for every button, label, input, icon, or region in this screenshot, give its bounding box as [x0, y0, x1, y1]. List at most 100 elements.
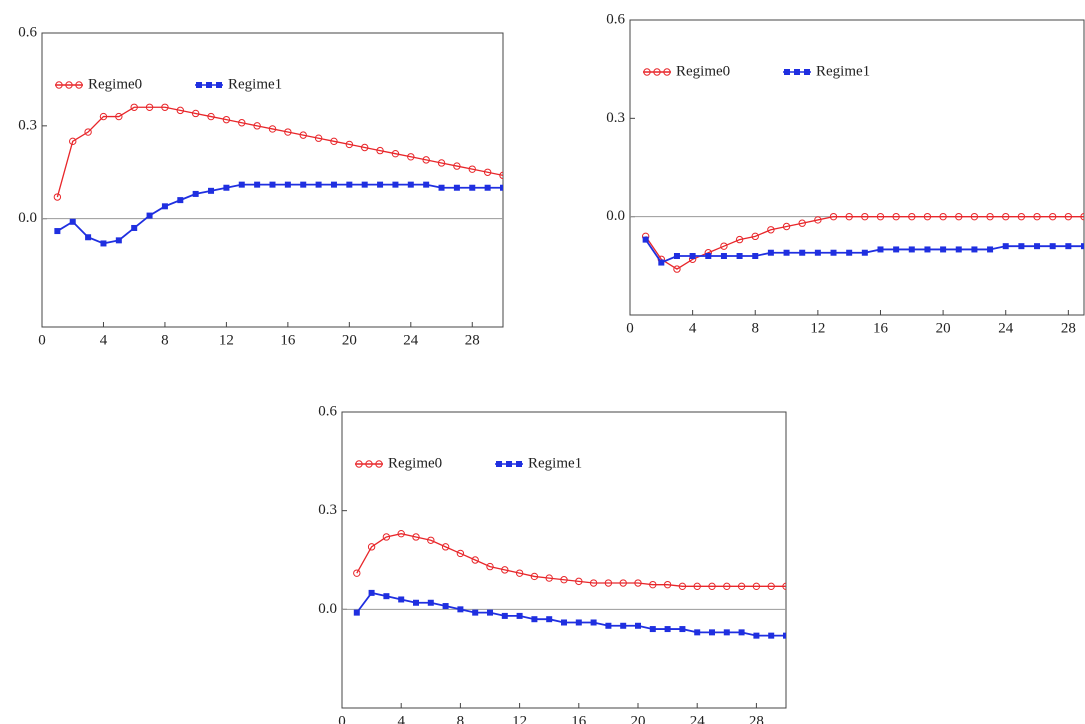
marker: [439, 185, 445, 191]
marker: [546, 616, 552, 622]
marker: [100, 240, 106, 246]
chart: 0.00.30.60481216202428Regime0Regime1: [318, 403, 789, 724]
x-tick-label: 20: [342, 332, 357, 348]
legend-marker: [506, 461, 512, 467]
marker: [454, 185, 460, 191]
marker: [398, 596, 404, 602]
marker: [457, 606, 463, 612]
x-tick-label: 4: [397, 713, 405, 724]
figure: 0.00.30.60481216202428Regime0Regime10.00…: [0, 0, 1085, 724]
series-line: [57, 107, 503, 197]
x-tick-label: 12: [512, 713, 527, 724]
plot-area: [354, 530, 790, 638]
marker: [285, 182, 291, 188]
marker: [362, 182, 368, 188]
x-tick-label: 20: [631, 713, 646, 724]
marker: [576, 619, 582, 625]
marker: [768, 250, 774, 256]
marker: [658, 260, 664, 266]
marker: [413, 600, 419, 606]
legend-marker: [784, 69, 790, 75]
marker: [131, 225, 137, 231]
legend-label: Regime0: [676, 63, 730, 79]
marker: [846, 250, 852, 256]
marker: [1018, 243, 1024, 249]
marker: [940, 246, 946, 252]
marker: [177, 197, 183, 203]
marker: [753, 633, 759, 639]
marker: [354, 610, 360, 616]
legend-marker: [196, 82, 202, 88]
marker: [705, 253, 711, 259]
y-tick-label: 0.3: [18, 117, 37, 133]
marker: [752, 253, 758, 259]
marker: [70, 219, 76, 225]
x-tick-label: 16: [280, 332, 296, 348]
marker: [54, 228, 60, 234]
marker: [674, 253, 680, 259]
y-tick-label: 0.0: [18, 210, 37, 226]
legend-marker: [794, 69, 800, 75]
marker: [1034, 243, 1040, 249]
marker: [193, 191, 199, 197]
marker: [862, 250, 868, 256]
marker: [831, 250, 837, 256]
marker: [239, 182, 245, 188]
x-tick-label: 16: [571, 713, 587, 724]
marker: [162, 203, 168, 209]
marker: [591, 619, 597, 625]
marker: [721, 253, 727, 259]
marker: [783, 633, 789, 639]
marker: [768, 633, 774, 639]
marker: [620, 623, 626, 629]
marker: [316, 182, 322, 188]
marker: [517, 613, 523, 619]
x-tick-label: 0: [38, 332, 46, 348]
legend-label: Regime1: [528, 455, 582, 471]
x-tick-label: 4: [100, 332, 108, 348]
series-line: [646, 217, 1084, 269]
x-tick-label: 24: [403, 332, 419, 348]
series-line: [357, 534, 786, 587]
marker: [443, 603, 449, 609]
legend-label: Regime1: [228, 76, 282, 92]
marker: [877, 246, 883, 252]
marker: [893, 246, 899, 252]
marker: [408, 182, 414, 188]
y-tick-label: 0.3: [606, 110, 625, 126]
x-tick-label: 28: [465, 332, 480, 348]
marker: [85, 234, 91, 240]
marker: [665, 626, 671, 632]
marker: [208, 188, 214, 194]
marker: [392, 182, 398, 188]
marker: [346, 182, 352, 188]
x-tick-label: 16: [873, 320, 889, 336]
marker: [428, 600, 434, 606]
x-tick-label: 28: [749, 713, 764, 724]
marker: [116, 237, 122, 243]
chart: 0.00.30.60481216202428Regime0Regime1: [606, 11, 1085, 336]
marker: [737, 253, 743, 259]
y-tick-label: 0.6: [18, 24, 37, 40]
marker: [331, 182, 337, 188]
marker: [469, 185, 475, 191]
marker: [987, 246, 993, 252]
marker: [739, 629, 745, 635]
y-tick-label: 0.0: [606, 208, 625, 224]
legend-label: Regime0: [388, 455, 442, 471]
marker: [971, 246, 977, 252]
marker: [643, 237, 649, 243]
legend-marker: [216, 82, 222, 88]
legend-marker: [516, 461, 522, 467]
plot-area: [54, 104, 506, 246]
legend-marker: [496, 461, 502, 467]
marker: [500, 185, 506, 191]
marker: [690, 253, 696, 259]
legend-label: Regime0: [88, 76, 142, 92]
y-tick-label: 0.6: [318, 403, 337, 419]
legend-marker: [206, 82, 212, 88]
marker: [1003, 243, 1009, 249]
x-tick-label: 24: [998, 320, 1014, 336]
marker: [815, 250, 821, 256]
x-tick-label: 12: [219, 332, 234, 348]
